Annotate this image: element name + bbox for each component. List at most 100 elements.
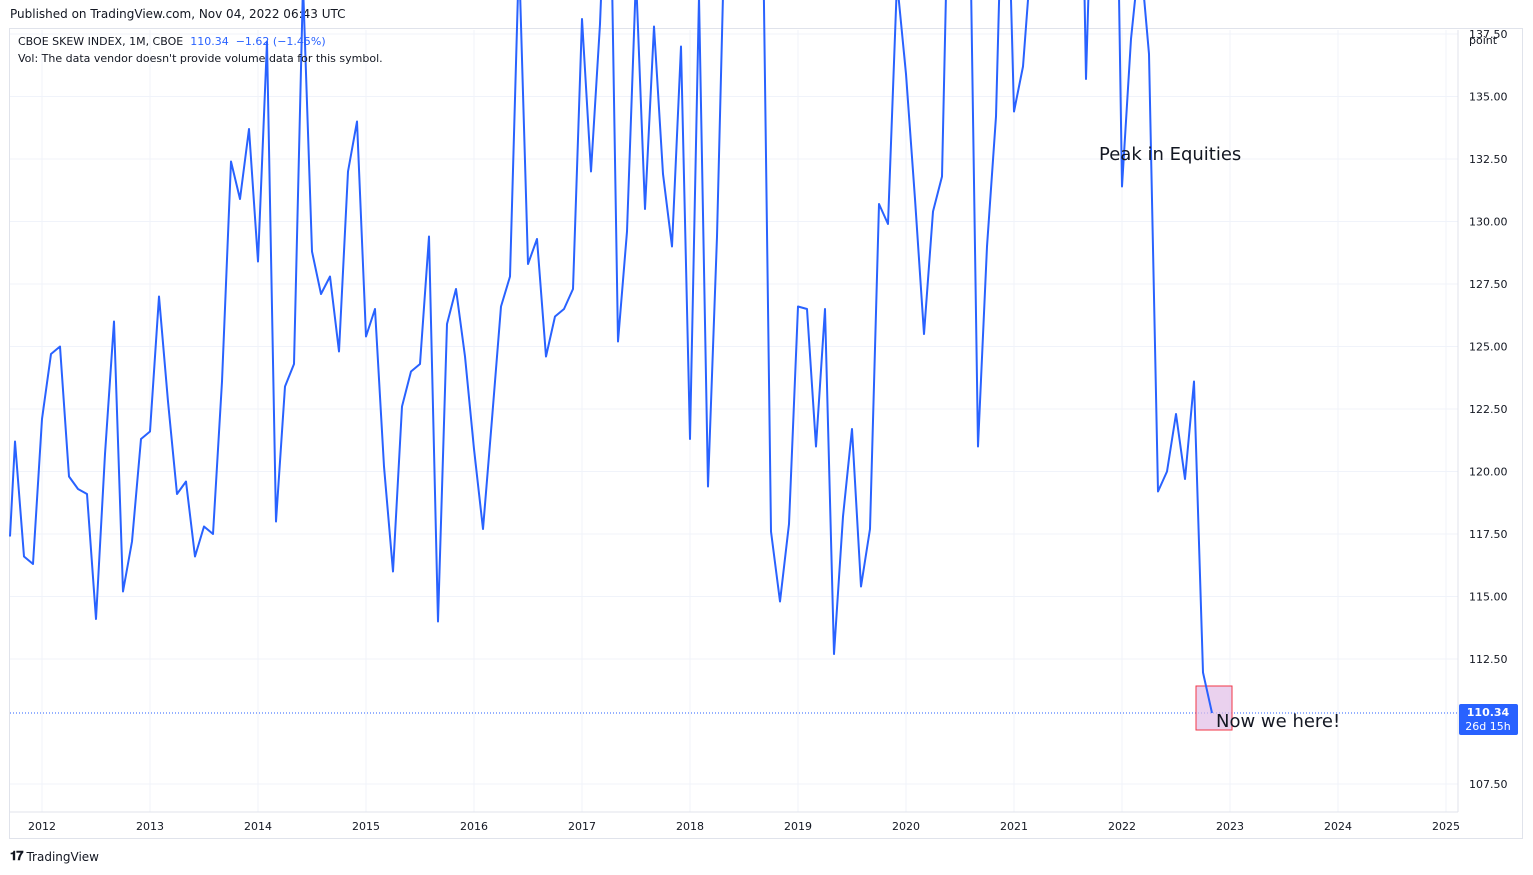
data-point[interactable] (788, 523, 791, 526)
data-point[interactable] (617, 340, 620, 343)
data-point[interactable] (491, 418, 494, 421)
data-point[interactable] (32, 563, 35, 566)
data-point[interactable] (806, 308, 809, 311)
data-point[interactable] (446, 323, 449, 326)
data-point[interactable] (770, 530, 773, 533)
data-point[interactable] (473, 448, 476, 451)
data-point[interactable] (221, 380, 224, 383)
data-point[interactable] (887, 223, 890, 226)
data-point[interactable] (1148, 53, 1151, 56)
data-point[interactable] (392, 570, 395, 573)
data-point[interactable] (482, 528, 485, 531)
data-point[interactable] (158, 295, 161, 298)
data-point[interactable] (653, 25, 656, 28)
data-point[interactable] (680, 45, 683, 48)
data-point[interactable] (203, 525, 206, 528)
price-badge[interactable] (1459, 704, 1518, 735)
data-point[interactable] (626, 230, 629, 233)
data-point[interactable] (50, 353, 53, 356)
highlight-box-now[interactable] (1195, 685, 1233, 731)
data-point[interactable] (851, 428, 854, 431)
data-point[interactable] (140, 438, 143, 441)
data-point[interactable] (401, 405, 404, 408)
data-point[interactable] (527, 263, 530, 266)
data-point[interactable] (905, 73, 908, 76)
data-point[interactable] (167, 400, 170, 403)
data-point[interactable] (1085, 78, 1088, 81)
data-point[interactable] (95, 618, 98, 621)
data-point[interactable] (815, 445, 818, 448)
data-point[interactable] (113, 320, 116, 323)
data-point[interactable] (275, 520, 278, 523)
data-point[interactable] (995, 115, 998, 118)
data-point[interactable] (239, 198, 242, 201)
data-point[interactable] (230, 160, 233, 163)
data-point[interactable] (464, 355, 467, 358)
data-point[interactable] (41, 418, 44, 421)
data-point[interactable] (1130, 38, 1133, 41)
data-point[interactable] (860, 585, 863, 588)
data-point[interactable] (833, 653, 836, 656)
data-point[interactable] (779, 600, 782, 603)
data-point[interactable] (599, 23, 602, 26)
data-point[interactable] (1157, 490, 1160, 493)
data-point[interactable] (932, 210, 935, 213)
data-point[interactable] (878, 203, 881, 206)
data-point[interactable] (716, 235, 719, 238)
data-point[interactable] (131, 540, 134, 543)
data-point[interactable] (455, 288, 458, 291)
data-point[interactable] (545, 355, 548, 358)
data-point[interactable] (941, 175, 944, 178)
data-point[interactable] (284, 385, 287, 388)
data-point[interactable] (122, 590, 125, 593)
data-point[interactable] (437, 620, 440, 623)
data-point[interactable] (914, 198, 917, 201)
data-point[interactable] (986, 245, 989, 248)
data-point[interactable] (311, 250, 314, 253)
data-point[interactable] (14, 440, 17, 443)
data-point[interactable] (923, 333, 926, 336)
data-point[interactable] (581, 18, 584, 21)
data-point[interactable] (329, 275, 332, 278)
data-point[interactable] (977, 445, 980, 448)
data-point[interactable] (869, 528, 872, 531)
data-point[interactable] (824, 308, 827, 311)
data-point[interactable] (68, 475, 71, 478)
data-point[interactable] (644, 208, 647, 211)
data-point[interactable] (500, 305, 503, 308)
data-point[interactable] (1121, 185, 1124, 188)
data-point[interactable] (1175, 413, 1178, 416)
data-point[interactable] (419, 363, 422, 366)
data-point[interactable] (1013, 110, 1016, 113)
data-point[interactable] (1202, 671, 1205, 674)
data-point[interactable] (356, 120, 359, 123)
data-point[interactable] (1211, 712, 1214, 715)
data-point[interactable] (212, 533, 215, 536)
data-point[interactable] (86, 493, 89, 496)
data-point[interactable] (572, 288, 575, 291)
data-point[interactable] (554, 315, 557, 318)
symbol-name[interactable]: CBOE SKEW INDEX, 1M, CBOE (18, 35, 184, 48)
data-point[interactable] (797, 305, 800, 308)
data-point[interactable] (257, 260, 260, 263)
data-point[interactable] (689, 438, 692, 441)
data-point[interactable] (1193, 380, 1196, 383)
data-point[interactable] (104, 453, 107, 456)
data-point[interactable] (365, 335, 368, 338)
data-point[interactable] (293, 363, 296, 366)
data-point[interactable] (1022, 65, 1025, 68)
data-point[interactable] (590, 170, 593, 173)
data-point[interactable] (347, 170, 350, 173)
data-point[interactable] (671, 245, 674, 248)
skew-index-line[interactable] (9, 0, 1213, 714)
data-point[interactable] (149, 430, 152, 433)
data-point[interactable] (23, 555, 26, 558)
data-point[interactable] (338, 350, 341, 353)
data-point[interactable] (374, 308, 377, 311)
data-point[interactable] (662, 173, 665, 176)
data-point[interactable] (59, 345, 62, 348)
data-point[interactable] (77, 488, 80, 491)
data-point[interactable] (842, 515, 845, 518)
data-point[interactable] (176, 493, 179, 496)
